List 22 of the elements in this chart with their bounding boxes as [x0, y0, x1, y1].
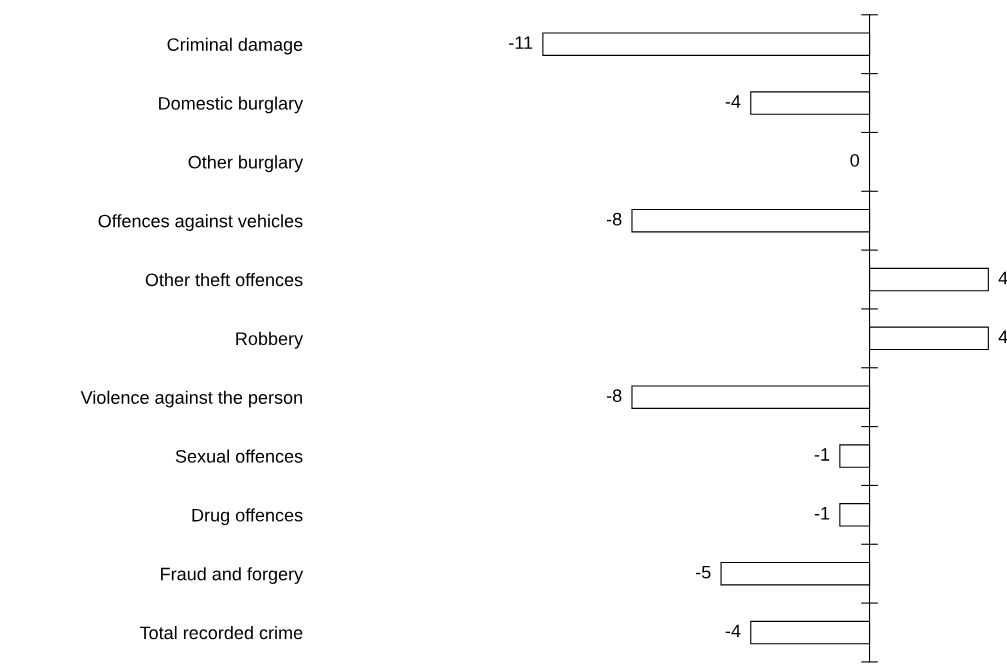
data-label: -8	[606, 212, 622, 226]
y-tick-label: Domestic burglary	[159, 96, 304, 114]
y-tick-label: Total recorded crime	[139, 625, 303, 640]
y-tick-label: Offences against vehicles	[98, 214, 303, 231]
data-label: -1	[814, 507, 830, 520]
y-tick-label: Criminal damage	[167, 37, 303, 55]
data-label: 4	[998, 330, 1007, 344]
y-tick-label: Other theft offences	[145, 272, 303, 287]
data-label: -11	[509, 36, 533, 49]
data-label: 4	[998, 271, 1007, 285]
y-tick-label: Other burglary	[188, 155, 304, 173]
data-label: 0	[850, 153, 860, 167]
data-label: -1	[814, 448, 830, 461]
y-tick-label: Drug offences	[192, 508, 303, 526]
y-tick-label: Sexual offences	[175, 449, 303, 463]
data-label: -8	[606, 389, 622, 403]
y-tick-label: Violence against the person	[80, 390, 302, 408]
y-tick-label: Fraud and forgery	[161, 567, 304, 584]
data-label: -4	[725, 624, 741, 638]
data-label: -4	[725, 95, 741, 108]
y-tick-label: Robbery	[236, 331, 304, 349]
data-label: -5	[696, 565, 711, 579]
